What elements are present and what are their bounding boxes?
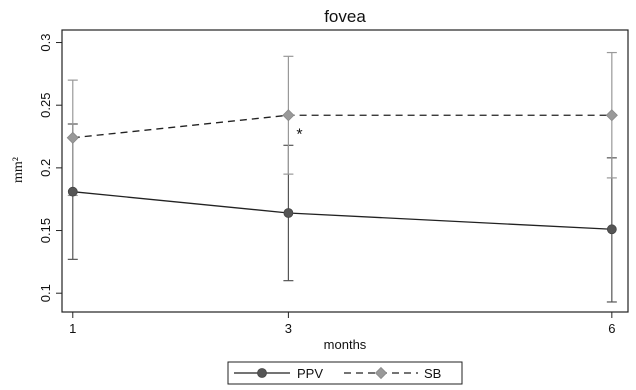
x-axis-title: months [324,337,367,352]
x-axis: 1 3 6 [69,312,615,336]
ppv-point [67,186,78,197]
x-tick-label: 6 [608,321,615,336]
legend-ppv-marker [257,368,267,378]
legend-sb-label: SB [424,366,441,381]
ppv-point [606,224,617,235]
y-tick-label: 0.3 [38,33,53,51]
y-tick-label: 0.15 [38,218,53,243]
annotations: * [296,126,302,143]
error-bars [67,51,617,303]
data-markers [66,109,618,235]
y-tick-label: 0.25 [38,93,53,118]
y-axis: 0.1 0.15 0.2 0.25 0.3 [38,33,62,302]
sb-point [282,109,295,122]
x-tick-label: 3 [285,321,292,336]
legend: PPV SB [227,361,463,385]
y-tick-label: 0.2 [38,159,53,177]
x-tick-label: 1 [69,321,76,336]
chart-title: fovea [324,7,366,26]
legend-sb-marker [374,366,388,380]
plot-area-frame [61,29,629,313]
ppv-point [283,208,294,218]
legend-ppv-label: PPV [297,366,323,381]
series-lines [72,114,612,230]
ppv-line [72,191,612,230]
sb-point [66,131,79,144]
sb-point [605,109,618,122]
significance-asterisk: * [296,126,302,143]
y-axis-title: mm² [11,157,26,183]
y-tick-label: 0.1 [38,284,53,302]
sb-line [72,114,612,139]
